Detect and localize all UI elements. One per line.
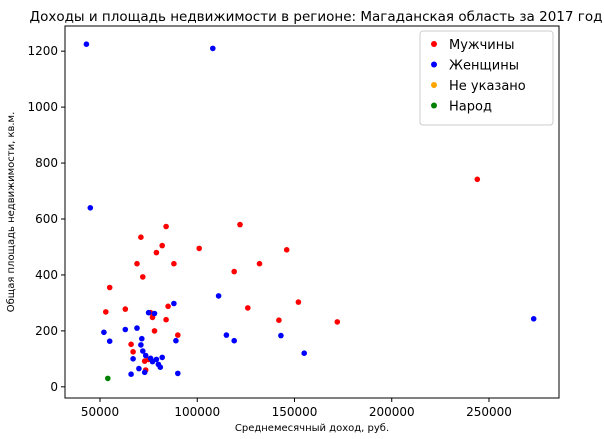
legend-entry: Женщины bbox=[449, 59, 519, 74]
data-point bbox=[334, 319, 341, 325]
data-point bbox=[151, 310, 158, 317]
data-point bbox=[157, 364, 164, 371]
data-point bbox=[140, 348, 146, 354]
data-point bbox=[175, 332, 181, 338]
x-tick-label: 250000 bbox=[466, 405, 512, 419]
x-tick-label: 150000 bbox=[272, 405, 318, 419]
legend: Мужчины Женщины Не указано Народ bbox=[419, 30, 554, 126]
data-point bbox=[153, 249, 160, 256]
data-point bbox=[106, 338, 113, 345]
data-point bbox=[210, 45, 216, 52]
data-point bbox=[128, 341, 134, 348]
data-point bbox=[278, 332, 284, 339]
data-point bbox=[159, 242, 165, 249]
x-tick-label: 100000 bbox=[174, 405, 220, 419]
legend-marker bbox=[431, 102, 437, 109]
y-tick-label: 200 bbox=[35, 324, 58, 338]
legend-box bbox=[419, 30, 554, 126]
data-point bbox=[301, 350, 308, 357]
y-tick-label: 0 bbox=[50, 380, 58, 394]
plot-frame bbox=[64, 25, 560, 399]
data-point bbox=[136, 365, 142, 372]
data-point bbox=[103, 309, 109, 315]
data-point bbox=[530, 316, 537, 322]
data-point bbox=[175, 370, 181, 377]
x-axis-label: Среднемесячный доход, руб. bbox=[235, 423, 389, 434]
data-point bbox=[138, 342, 144, 348]
data-point bbox=[83, 41, 90, 47]
data-point bbox=[130, 349, 136, 355]
data-point bbox=[256, 260, 263, 267]
data-point bbox=[145, 309, 152, 316]
data-point bbox=[283, 247, 290, 253]
legend-marker bbox=[431, 82, 437, 88]
data-point bbox=[245, 305, 251, 311]
y-tick-label: 600 bbox=[35, 212, 58, 226]
x-tick-label: 200000 bbox=[369, 405, 415, 419]
y-tick-label: 400 bbox=[35, 268, 58, 282]
data-point bbox=[223, 332, 230, 338]
data-point bbox=[87, 205, 94, 211]
data-point bbox=[101, 329, 107, 336]
data-point bbox=[138, 234, 144, 240]
data-point bbox=[215, 293, 222, 299]
data-point bbox=[139, 335, 145, 342]
plot-area bbox=[83, 41, 537, 382]
legend-marker bbox=[431, 61, 437, 68]
legend-marker bbox=[431, 41, 437, 47]
y-tick-label: 800 bbox=[35, 156, 58, 170]
y-tick-label: 1000 bbox=[27, 100, 58, 114]
data-point bbox=[142, 352, 149, 359]
y-tick-label: 1200 bbox=[27, 44, 58, 58]
data-point bbox=[173, 337, 179, 344]
data-point bbox=[128, 371, 134, 378]
data-point bbox=[134, 325, 140, 331]
data-point bbox=[165, 303, 171, 310]
data-point bbox=[163, 223, 169, 230]
y-axis: 0 200 400 600 800 1000 1200 bbox=[27, 44, 65, 394]
data-point bbox=[171, 260, 177, 267]
data-point bbox=[231, 337, 237, 344]
data-point bbox=[231, 268, 237, 275]
data-point bbox=[196, 245, 202, 252]
data-point bbox=[105, 375, 111, 382]
data-point bbox=[163, 316, 169, 323]
x-tick-label: 50000 bbox=[81, 405, 119, 419]
data-point bbox=[122, 326, 129, 333]
data-point bbox=[237, 221, 243, 228]
x-axis: 50000 100000 150000 200000 250000 bbox=[81, 398, 512, 419]
data-point bbox=[140, 274, 146, 280]
data-point bbox=[153, 356, 160, 363]
data-point bbox=[130, 356, 136, 362]
chart-title: Доходы и площадь недвижимости в регионе:… bbox=[30, 9, 603, 25]
data-point bbox=[122, 306, 129, 312]
data-point bbox=[151, 328, 158, 334]
data-point bbox=[134, 260, 140, 267]
data-point bbox=[474, 176, 481, 183]
legend-entry: Не указано bbox=[449, 79, 526, 94]
data-point bbox=[171, 300, 177, 307]
data-point bbox=[141, 369, 148, 376]
data-point bbox=[295, 299, 302, 305]
data-point bbox=[159, 354, 165, 361]
y-axis-label: Общая площадь недвижимости, кв.м. bbox=[6, 112, 17, 313]
data-point bbox=[106, 284, 113, 291]
data-point bbox=[276, 317, 282, 324]
legend-entry: Народ bbox=[449, 100, 492, 115]
legend-entry: Мужчины bbox=[449, 38, 515, 53]
